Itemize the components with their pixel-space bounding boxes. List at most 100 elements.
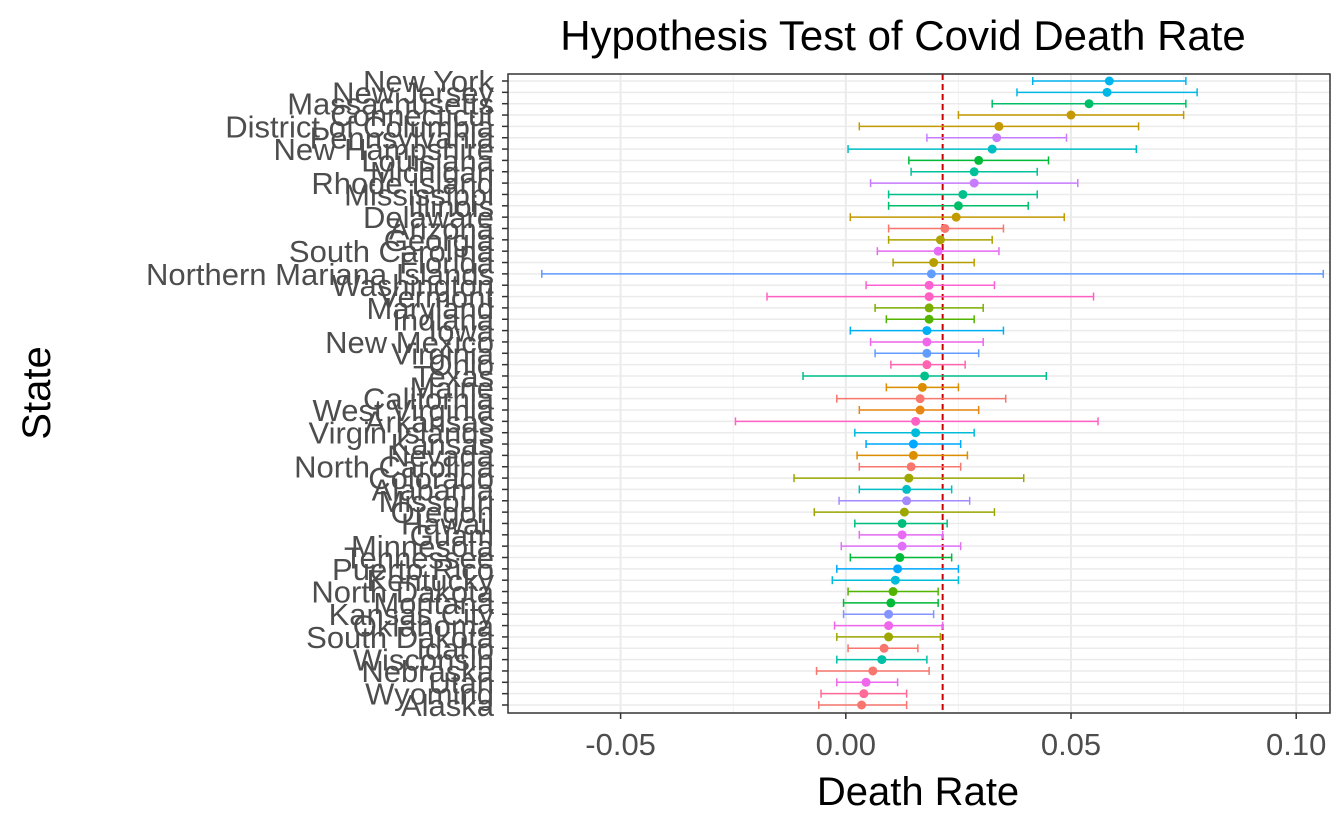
y-tick-label: Delaware <box>363 200 494 235</box>
data-point <box>933 246 943 256</box>
y-tick-label: New Jersey <box>332 75 494 110</box>
y-tick-label: Oregon <box>391 495 494 530</box>
data-point <box>897 518 907 528</box>
y-tick-label: Oklahoma <box>353 609 495 644</box>
y-tick-label: Ohio <box>429 348 494 383</box>
y-tick-label: Louisiana <box>361 143 494 178</box>
data-point <box>906 462 916 472</box>
y-tick-label: Arizona <box>389 211 495 246</box>
data-point <box>893 564 903 574</box>
x-tick-label: 0.05 <box>1041 727 1101 762</box>
data-point <box>987 144 997 154</box>
y-tick-label: Iowa <box>429 314 495 349</box>
y-tick-label: California <box>363 382 495 417</box>
y-tick-label: New York <box>363 64 494 99</box>
data-point <box>886 598 896 608</box>
y-tick-label: Minnesota <box>351 529 495 564</box>
data-point <box>884 621 894 631</box>
data-point <box>897 530 907 540</box>
x-axis-title: Death Rate <box>817 770 1019 814</box>
y-tick-label: Maryland <box>367 291 495 326</box>
data-point <box>915 405 925 415</box>
y-tick-label: Connecticut <box>330 98 494 133</box>
y-tick-label: Michigan <box>370 155 494 190</box>
y-tick-label: Tennessee <box>344 541 494 576</box>
y-tick-label: Massachusetts <box>287 87 494 122</box>
chart-title: Hypothesis Test of Covid Death Rate <box>560 12 1246 59</box>
data-point <box>868 666 878 676</box>
data-point <box>994 121 1004 131</box>
y-tick-label: Illinois <box>408 189 494 224</box>
x-tick-labels: -0.05 0.00 0.05 0.10 <box>585 713 1326 762</box>
point-layer <box>857 76 1114 710</box>
data-point <box>922 360 932 370</box>
y-tick-label: Nebraska <box>361 654 494 689</box>
y-axis-title: State <box>15 346 59 439</box>
y-tick-label: Utah <box>429 665 494 700</box>
y-tick-label: Rhode Island <box>311 166 494 201</box>
y-tick-label: Virgin Islands <box>308 416 494 451</box>
data-point <box>904 473 914 483</box>
x-tick-label: 0.00 <box>816 727 876 762</box>
y-tick-label: Colorado <box>368 461 494 496</box>
data-point <box>922 337 932 347</box>
y-tick-label: Kansas <box>391 427 494 462</box>
data-point <box>877 655 887 665</box>
data-point <box>992 133 1002 143</box>
y-tick-label: West Virginia <box>313 393 495 428</box>
y-tick-label: Maine <box>410 370 494 405</box>
y-tick-label: South Carolina <box>289 234 495 269</box>
data-point <box>969 178 979 188</box>
data-point <box>902 484 912 494</box>
data-point <box>935 235 945 245</box>
data-point <box>924 303 934 313</box>
y-tick-label: Missouri <box>379 484 494 519</box>
y-tick-label: Pennsylvania <box>310 121 495 156</box>
y-tick-label: Alaska <box>401 688 495 723</box>
data-point <box>1084 99 1094 109</box>
y-tick-label: North Dakota <box>311 575 494 610</box>
data-point <box>969 167 979 177</box>
data-point <box>897 541 907 551</box>
y-tick-label: Arkansas <box>365 404 494 439</box>
data-point <box>929 258 939 268</box>
data-point <box>922 348 932 358</box>
y-tick-label: New Hampshire <box>273 132 494 167</box>
data-point <box>920 371 930 381</box>
y-tick-label: New Mexico <box>325 325 494 360</box>
data-point <box>899 507 909 517</box>
data-point <box>922 326 932 336</box>
data-point <box>924 314 934 324</box>
y-tick-label: Wyoming <box>365 677 494 712</box>
data-point <box>902 496 912 506</box>
grid-layer <box>508 74 1330 713</box>
data-point <box>974 155 984 165</box>
data-point <box>895 553 905 563</box>
y-tick-label: Georgia <box>384 223 495 258</box>
data-point <box>859 689 869 699</box>
y-tick-label: Wisconsin <box>353 643 494 678</box>
y-tick-label: South Dakota <box>306 620 495 655</box>
data-point <box>879 643 889 653</box>
data-point <box>884 632 894 642</box>
y-tick-label: Northern Mariana Islands <box>146 257 494 292</box>
data-point <box>958 189 968 199</box>
y-tick-label: Guam <box>410 518 494 553</box>
x-tick-label: -0.05 <box>585 727 656 762</box>
y-tick-label: Florida <box>399 246 495 281</box>
y-tick-label: North Carolina <box>294 450 495 485</box>
y-tick-label: Washington <box>331 268 494 303</box>
data-point <box>857 700 867 710</box>
data-point <box>940 223 950 233</box>
y-tick-label: Nevada <box>387 438 495 473</box>
data-point <box>890 575 900 585</box>
y-tick-label: Idaho <box>416 631 494 666</box>
data-point <box>908 439 918 449</box>
data-point <box>917 382 927 392</box>
data-point <box>924 292 934 302</box>
data-point <box>861 677 871 687</box>
x-tick-label: 0.10 <box>1266 727 1326 762</box>
data-point <box>953 201 963 211</box>
